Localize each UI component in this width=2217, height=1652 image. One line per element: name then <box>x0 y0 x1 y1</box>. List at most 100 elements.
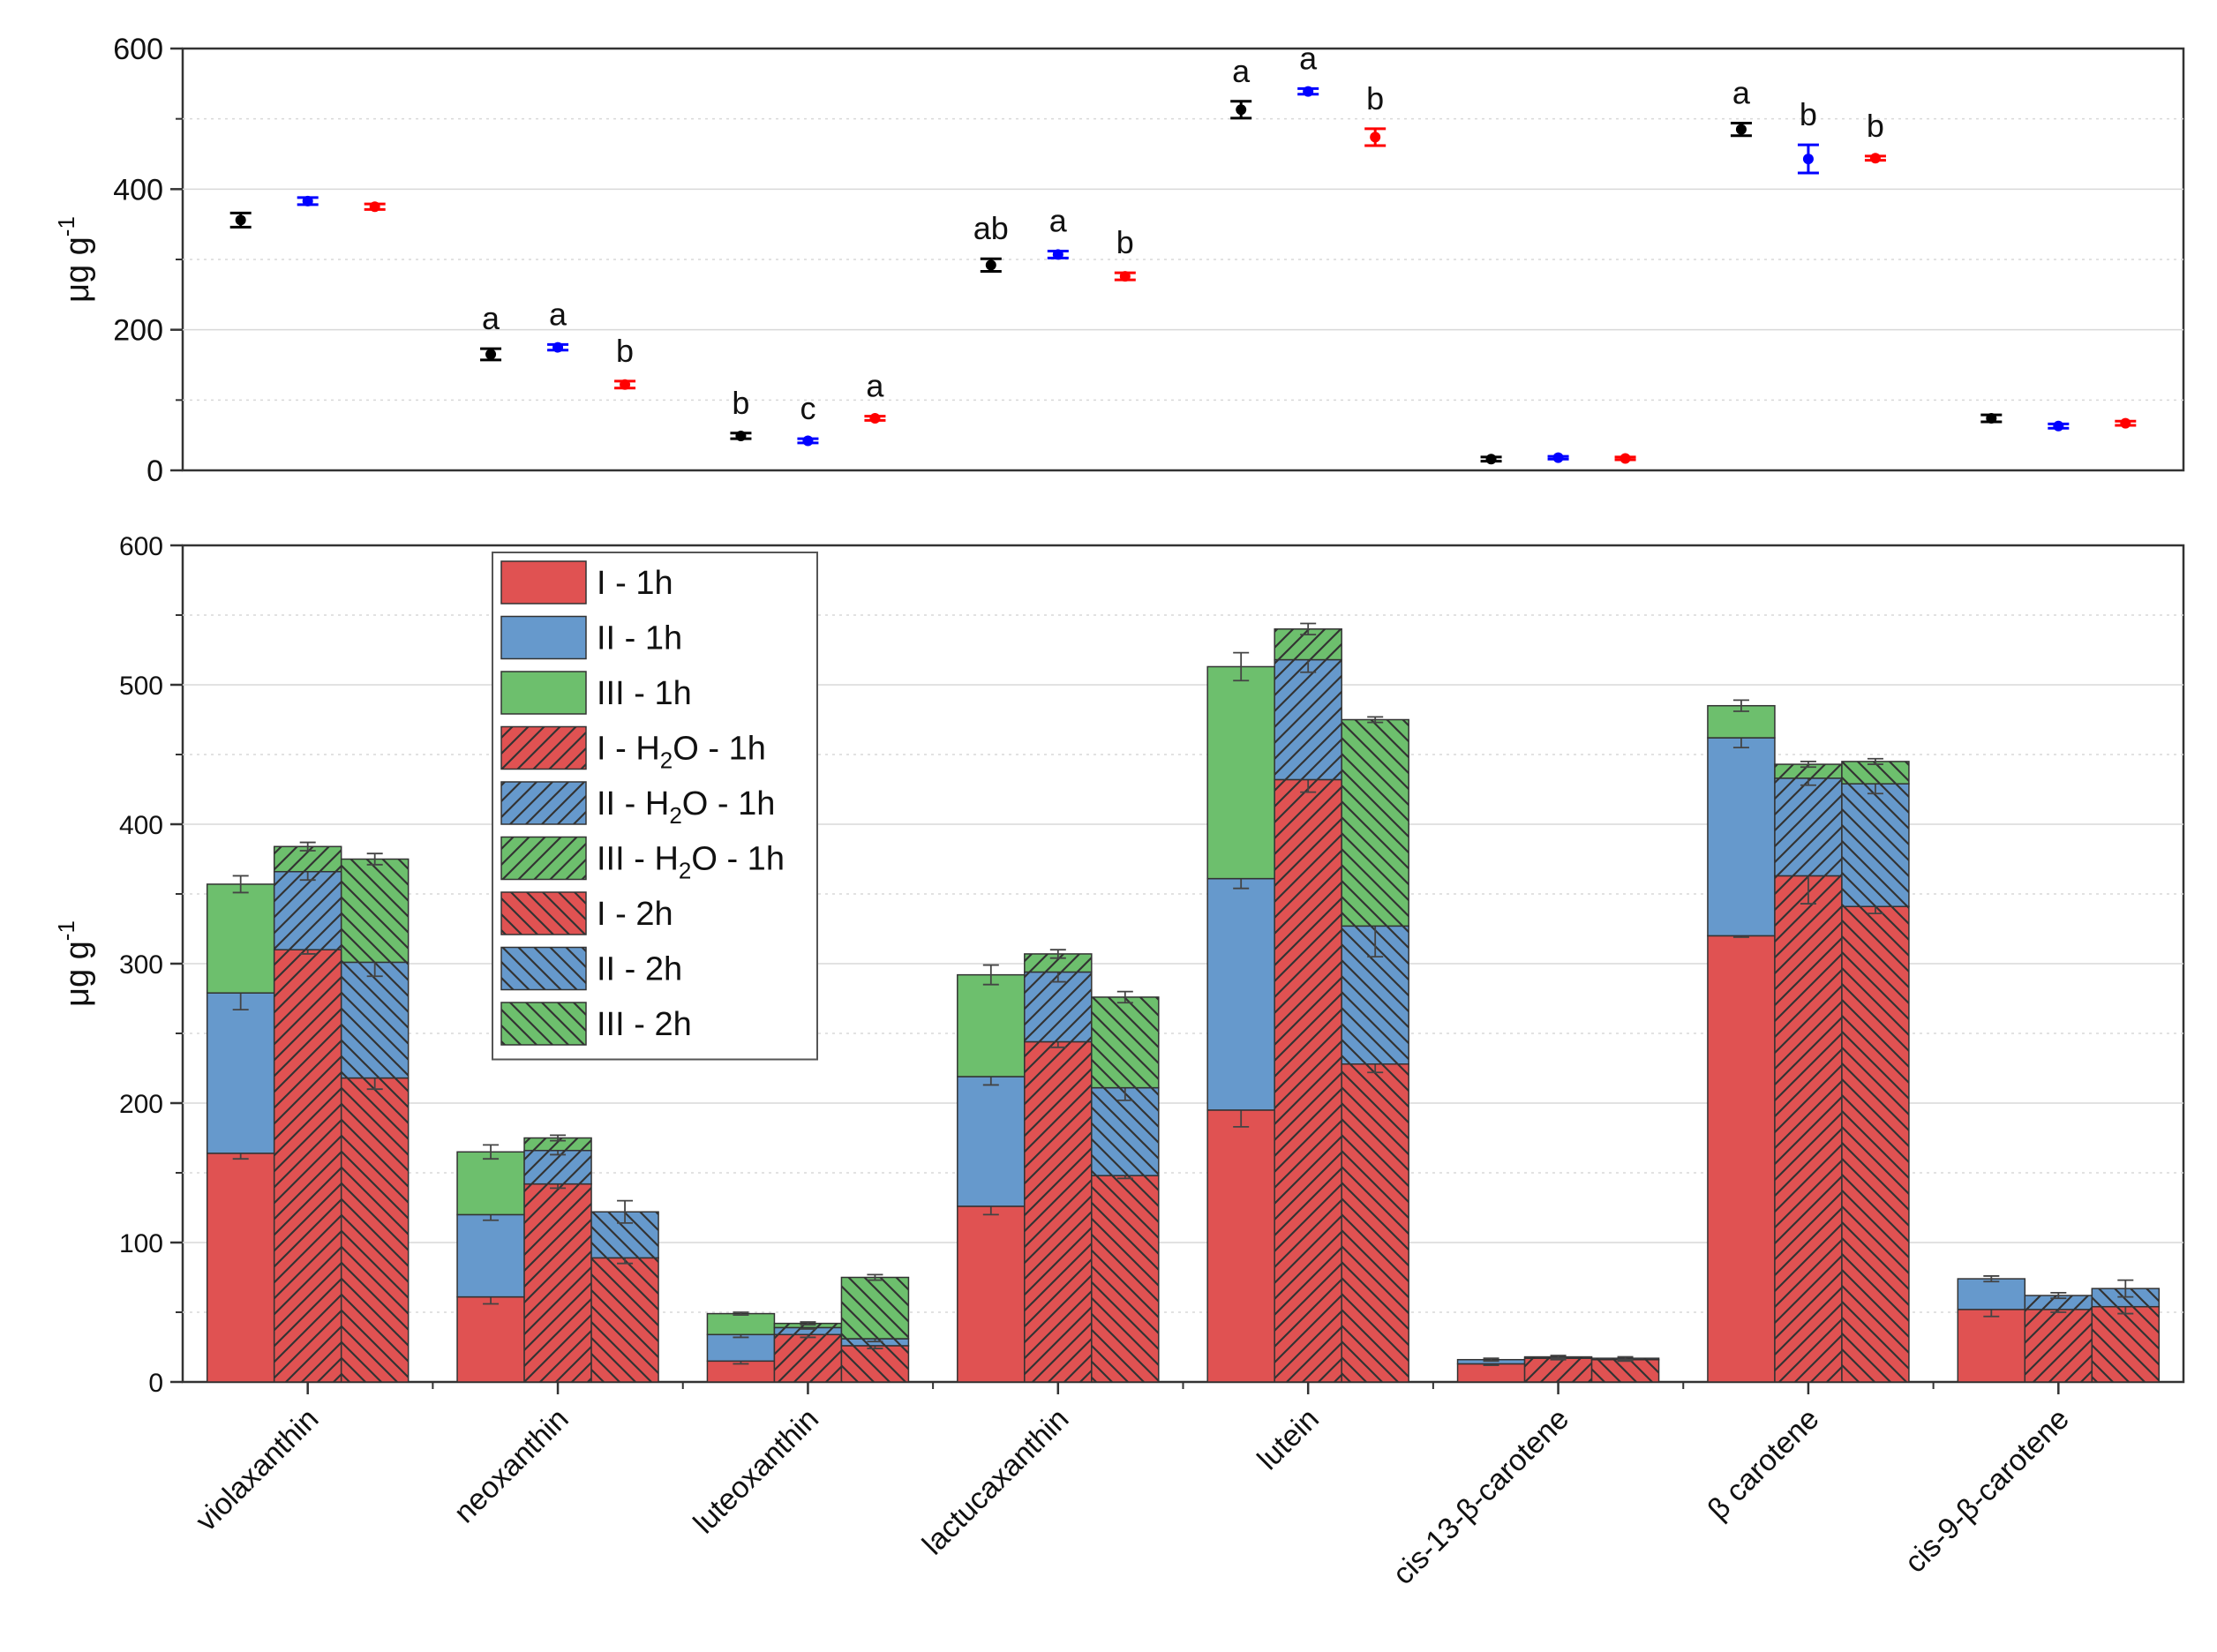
bar-hatch <box>1591 1359 1659 1382</box>
top-point: b <box>730 385 752 441</box>
bar-hatch <box>841 1345 909 1382</box>
x-tick-label: lactucaxanthin <box>916 1402 1076 1562</box>
top-point <box>1547 452 1569 463</box>
top-significance-letter: a <box>1299 40 1318 76</box>
top-point <box>2048 420 2070 432</box>
top-point: c <box>797 390 819 447</box>
bar-segment <box>773 1321 843 1329</box>
bar-segment <box>340 1066 410 1383</box>
bar-hatch <box>341 1078 409 1382</box>
x-tick-label: cis-9-β-carotene <box>1898 1402 2076 1580</box>
top-data-marker <box>985 259 996 271</box>
top-significance-letter: ab <box>973 210 1009 246</box>
bar-fill <box>456 1295 525 1383</box>
bar-fill <box>706 1333 776 1363</box>
legend-swatch <box>500 560 587 604</box>
bar-segment <box>1024 961 1093 1043</box>
top-significance-letter: b <box>1366 80 1384 116</box>
bar-fill <box>1957 1278 2026 1310</box>
bar-segment <box>1091 1074 1160 1176</box>
legend-label: II - 1h <box>597 620 682 657</box>
bar-hatch <box>1341 1063 1409 1382</box>
legend-swatch-hatch <box>501 947 586 990</box>
bar-fill <box>1206 665 1275 880</box>
bar-segment <box>706 1311 776 1336</box>
legend-label: II - 2h <box>597 951 682 988</box>
top-significance-letter: a <box>866 368 884 404</box>
top-y-tick-label: 0 <box>147 454 163 488</box>
top-point: b <box>1864 108 1886 164</box>
bar-segment <box>1774 770 1843 877</box>
bar-segment <box>1341 1055 1409 1383</box>
top-data-marker <box>869 413 881 424</box>
bar-segment <box>1707 727 1776 937</box>
bar-segment <box>456 1208 525 1298</box>
bottom-y-tick-label: 500 <box>119 672 163 701</box>
bar-segment <box>1024 1035 1093 1383</box>
top-y-tick-label: 600 <box>113 33 163 66</box>
bar-segment <box>273 862 342 950</box>
bar-segment <box>340 852 410 964</box>
bar-segment <box>456 1144 525 1216</box>
legend-label: I - 1h <box>597 565 673 602</box>
top-point: a <box>480 300 502 362</box>
bar-segment <box>273 944 342 1383</box>
top-data-marker <box>2120 417 2131 429</box>
top-significance-letter: b <box>1800 96 1817 132</box>
bar-hatch <box>1274 659 1342 780</box>
legend-item: II - H2O - 1h <box>500 781 775 829</box>
bar-hatch <box>1774 764 1842 778</box>
bar-segment <box>2091 1279 2161 1308</box>
top-point: b <box>1797 96 1819 175</box>
bar-fill <box>206 1153 275 1383</box>
legend-swatch-hatch <box>501 837 586 880</box>
bar-segment <box>1841 757 1910 785</box>
bar-hatch <box>1341 719 1409 927</box>
bottom-y-tick-label: 200 <box>119 1090 163 1119</box>
bottom-y-axis-label-sup: -1 <box>53 920 79 941</box>
bar-fill <box>1957 1309 2026 1383</box>
legend-item: III - 2h <box>500 1002 692 1046</box>
bar-hatch <box>2092 1306 2160 1382</box>
top-point <box>364 201 386 213</box>
top-point: a <box>864 368 886 424</box>
top-data-marker <box>1052 249 1063 260</box>
top-point <box>1980 413 2003 424</box>
top-point <box>1480 454 1502 465</box>
bar-hatch <box>341 962 409 1078</box>
bar-segment <box>1590 1355 1660 1361</box>
bar-segment <box>206 975 275 1154</box>
legend-swatch-hatch <box>501 782 586 824</box>
bar-segment <box>706 1357 776 1383</box>
bar-segment <box>1707 933 1776 1383</box>
bar-hatch <box>1024 953 1092 972</box>
top-significance-letter: b <box>616 333 634 369</box>
legend-swatch <box>500 671 587 715</box>
bar-segment <box>1774 846 1843 1383</box>
bar-hatch <box>1774 875 1842 1382</box>
top-data-marker <box>1119 271 1131 282</box>
top-data-marker <box>552 342 564 353</box>
top-data-marker <box>1303 86 1314 97</box>
bar-hatch <box>1841 784 1909 907</box>
top-y-axis-label: μg g-1 <box>53 216 96 303</box>
bar-segment <box>1341 716 1409 927</box>
top-data-marker <box>1802 154 1814 165</box>
bar-segment <box>773 1331 843 1383</box>
top-data-marker <box>2053 420 2064 432</box>
top-data-marker <box>1735 124 1747 135</box>
bar-hatch <box>1091 1087 1159 1176</box>
top-significance-letter: b <box>1867 108 1884 144</box>
top-y-axis: 0 200 400 600 <box>113 33 183 488</box>
top-point: a <box>1230 53 1252 120</box>
x-tick-label: cis-13-β-carotene <box>1387 1402 1575 1591</box>
legend-item: III - 1h <box>500 671 692 715</box>
top-data-marker <box>735 430 747 441</box>
bar-hatch <box>274 871 342 950</box>
legend-label: I - 2h <box>597 896 673 933</box>
bar-segment <box>1957 1275 2026 1310</box>
legend-item: I - H2O - 1h <box>500 725 766 774</box>
bar-hatch <box>591 1258 659 1382</box>
